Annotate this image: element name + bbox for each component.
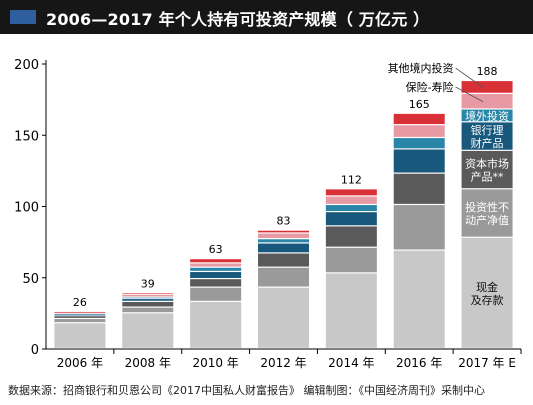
bar-total-label: 112 (341, 173, 362, 186)
bar-segment-other (122, 293, 174, 295)
x-tick-label: 2017 年 E (458, 356, 516, 370)
bar-segment-other (325, 189, 377, 196)
stacked-bar-chart: 0 50 100 150 200 2006 年 26 2008 年 39 2010 年 63 2012… (14, 58, 522, 370)
bar-segment-insurance (190, 263, 242, 267)
bar-segment-cash (325, 273, 377, 348)
bar-segment-bank_wealth (54, 314, 106, 316)
bar-segment-capital_market (393, 173, 445, 204)
bar-segment-insurance (461, 93, 513, 109)
source-note: 数据来源：招商银行和贝恩公司《2017中国私人财富报告》 编辑制图：《中国经济周… (8, 384, 485, 397)
bar-segment-other (461, 81, 513, 93)
segment-label-overseas: 境外投资 (465, 109, 509, 123)
bar-segment-capital_market (54, 316, 106, 318)
bar-segment-cash (393, 250, 445, 348)
bar-total-label: 165 (409, 98, 430, 111)
bar-segment-other (54, 311, 106, 313)
bar-segment-insurance (54, 312, 106, 314)
bar-segment-bank_wealth (393, 149, 445, 173)
bar-segment-insurance (258, 233, 309, 239)
leader-line-insurance (455, 86, 484, 103)
bar-total-label: 83 (277, 215, 291, 228)
bar-segment-other (258, 230, 309, 233)
bar-segment-cash (461, 237, 513, 348)
bar-segment-bank_wealth (325, 212, 377, 226)
bar-segment-cash (258, 287, 309, 348)
bar-segment-cash (54, 323, 106, 348)
bar-segment-other (393, 113, 445, 125)
bar-segment-bank_wealth (461, 122, 513, 150)
bar-segment-real_estate (54, 319, 106, 323)
segment-label-insurance: 保险-寿险 (406, 80, 454, 94)
bar-segment-overseas (190, 267, 242, 271)
bar-total-label: 26 (73, 296, 87, 309)
bar-segment-cash (122, 313, 174, 348)
y-tick-label: 100 (14, 201, 39, 216)
segment-label-capital_market: 资本市场产品** (465, 157, 509, 184)
bar-segment-capital_market (258, 253, 309, 267)
bar-segment-overseas (461, 109, 513, 122)
x-tick-label: 2006 年 (57, 356, 103, 370)
bar-segment-other (190, 259, 242, 263)
bar-total-label: 63 (209, 243, 223, 256)
bar-segment-overseas (325, 205, 377, 211)
x-tick-label: 2008 年 (125, 356, 171, 370)
y-tick-label: 50 (22, 272, 39, 287)
bar-segment-insurance (325, 196, 377, 204)
segment-label-other: 其他境内投资 (388, 61, 454, 75)
leader-line-other (455, 67, 484, 88)
chart-title: 2006—2017 年个人持有可投资产规模（ 万亿元 ） (46, 10, 430, 29)
x-tick-label: 2014 年 (328, 356, 374, 370)
bar-segment-capital_market (190, 279, 242, 287)
x-tick-label: 2016 年 (396, 356, 442, 370)
bar-segment-capital_market (122, 301, 174, 307)
bar-segment-bank_wealth (190, 272, 242, 278)
bar-segment-cash (190, 301, 242, 348)
bar-segment-real_estate (258, 267, 309, 287)
x-tick-label: 2012 年 (260, 356, 306, 370)
bar-segment-capital_market (325, 226, 377, 247)
bar-segment-real_estate (122, 307, 174, 313)
bar-segment-real_estate (190, 287, 242, 301)
bar-segment-real_estate (393, 205, 445, 250)
bar-segment-insurance (122, 294, 174, 297)
y-tick-label: 150 (14, 129, 39, 144)
bar-segment-overseas (54, 314, 106, 315)
bar-segment-bank_wealth (122, 299, 174, 301)
bar-segment-bank_wealth (258, 243, 309, 253)
bar-segment-overseas (258, 239, 309, 243)
bar-total-label: 188 (477, 65, 498, 78)
segment-label-cash: 现金及存款 (471, 280, 504, 307)
title-bar: 2006—2017 年个人持有可投资产规模（ 万亿元 ） (0, 0, 533, 34)
bar-segment-real_estate (461, 189, 513, 237)
y-tick-label: 200 (14, 58, 39, 73)
bar-segment-overseas (393, 138, 445, 149)
segment-label-real_estate: 投资性不动产净值 (465, 200, 509, 227)
bar-segment-insurance (393, 125, 445, 137)
bar-segment-real_estate (325, 247, 377, 273)
bar-segment-capital_market (461, 150, 513, 189)
title-accent-block (10, 10, 36, 24)
y-tick-label: 0 (31, 343, 39, 358)
x-tick-label: 2010 年 (192, 356, 238, 370)
bar-total-label: 39 (141, 277, 155, 290)
segment-label-bank_wealth: 银行理财产品 (471, 123, 504, 150)
bar-segment-overseas (122, 297, 174, 299)
